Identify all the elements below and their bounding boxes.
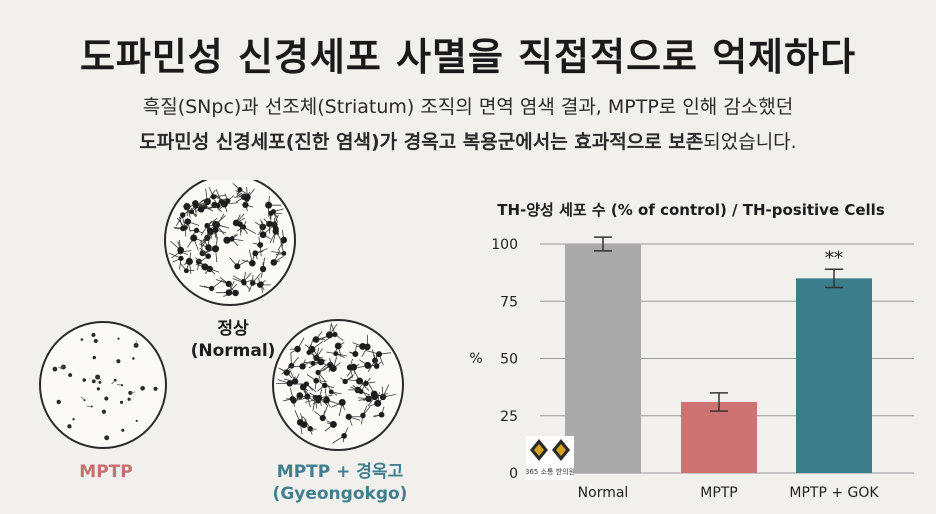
- gok-tissue-circle: [272, 319, 404, 451]
- normal-label-ko: 정상: [217, 319, 249, 339]
- normal-neurons: [169, 183, 288, 297]
- chart-bars: **: [565, 236, 872, 473]
- subtitle-tail: 되었습니다.: [703, 131, 797, 153]
- x-axis-ticks: Normal MPTP MPTP + GOK: [578, 485, 880, 501]
- page-title: 도파민성 신경세포 사멸을 직접적으로 억제하다: [79, 35, 857, 79]
- gok-label-ko: MPTP + 경옥고: [276, 462, 404, 482]
- subtitle-emphasis: 도파민성 신경세포(진한 염색)가 경옥고 복용군에서는 효과적으로 보존: [139, 131, 704, 153]
- subtitle-line-2: 도파민성 신경세포(진한 염색)가 경옥고 복용군에서는 효과적으로 보존되었습…: [0, 127, 936, 154]
- logo-text: 365 소통 한의원: [526, 467, 574, 476]
- y-axis-label: %: [469, 351, 482, 367]
- normal-label: 정상 (Normal): [168, 318, 298, 362]
- gok-label-en: (Gyeongokgo): [272, 484, 408, 504]
- gok-neurons: [276, 323, 396, 444]
- y-axis-ticks: 0 25 50 75 100: [491, 237, 518, 482]
- x-tick-label: MPTP + GOK: [789, 485, 879, 501]
- chart-title: TH-양성 세포 수 (% of control) / TH-positive …: [497, 201, 885, 219]
- y-tick-label: 75: [500, 294, 518, 310]
- bar-0: [565, 244, 641, 473]
- y-tick-label: 100: [491, 237, 518, 253]
- clinic-logo: 365 소통 한의원: [526, 436, 574, 480]
- y-tick-label: 0: [509, 466, 518, 482]
- significance-marker: **: [825, 248, 843, 269]
- bar-2: [796, 278, 872, 473]
- mptp-tissue-circle: [39, 321, 167, 449]
- bar-chart: TH-양성 세포 수 (% of control) / TH-positive …: [469, 201, 914, 501]
- x-tick-label: Normal: [578, 485, 629, 501]
- normal-tissue-circle: [164, 180, 296, 306]
- x-tick-label: MPTP: [700, 485, 738, 501]
- normal-label-en: (Normal): [190, 341, 276, 361]
- gok-label: MPTP + 경옥고 (Gyeongokgo): [255, 461, 425, 505]
- y-tick-label: 50: [500, 352, 518, 368]
- bar-1: [681, 402, 757, 473]
- mptp-neurons: [52, 332, 158, 441]
- y-tick-label: 25: [500, 409, 518, 425]
- subtitle-line-1: 흑질(SNpc)과 선조체(Striatum) 조직의 면역 염색 결과, MP…: [142, 96, 794, 118]
- tissue-illustration: [39, 180, 404, 451]
- mptp-label: MPTP: [79, 462, 133, 482]
